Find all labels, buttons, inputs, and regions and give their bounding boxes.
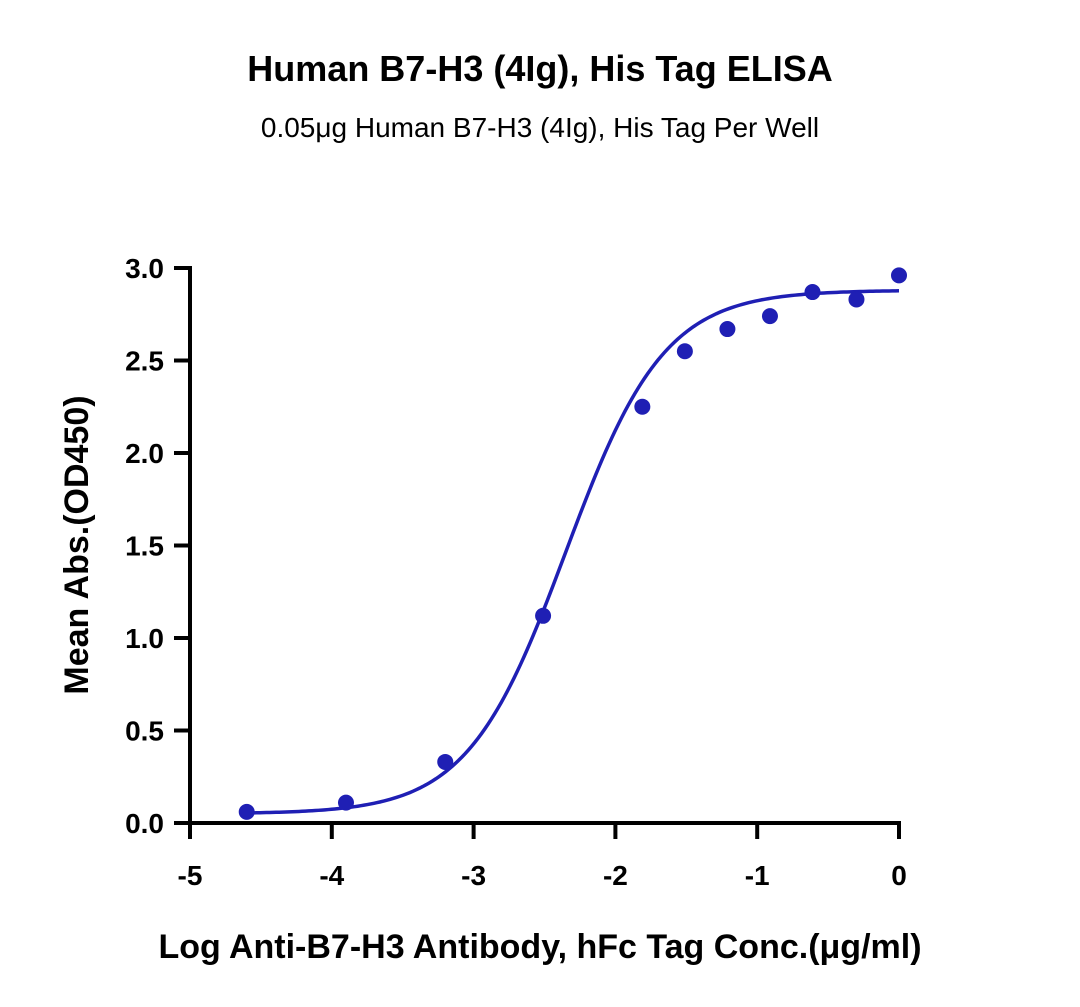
data-point (676, 343, 693, 360)
data-point (437, 753, 454, 770)
x-tick-label: -2 (603, 860, 628, 891)
x-tick-label: -1 (745, 860, 770, 891)
y-tick-label: 2.0 (125, 438, 164, 469)
data-point (535, 607, 552, 624)
y-tick-label: 1.5 (125, 531, 164, 562)
y-tick-label: 0.5 (125, 716, 164, 747)
x-tick-label: -5 (178, 860, 203, 891)
data-point (719, 321, 736, 338)
y-tick-label: 1.0 (125, 623, 164, 654)
data-point (891, 267, 907, 284)
data-points-layer (238, 267, 907, 820)
fit-curve-layer (246, 289, 900, 815)
data-point (238, 803, 255, 820)
fit-curve (246, 289, 900, 815)
data-point (634, 398, 651, 415)
y-tick-label: 3.0 (125, 253, 164, 284)
chart-title: Human B7-H3 (4Ig), His Tag ELISA (247, 48, 833, 89)
axes: 0.0 0.5 1.0 1.5 2.0 2.5 3.0 -5 -4 -3 -2 -1 0 (125, 253, 907, 891)
y-tick-label: 0.0 (125, 808, 164, 839)
data-point (804, 284, 821, 301)
data-point (761, 308, 778, 325)
x-tick-label: 0 (891, 860, 907, 891)
y-tick-label: 2.5 (125, 346, 164, 377)
x-tick-label: -4 (319, 860, 344, 891)
x-axis-label: Log Anti-B7-H3 Antibody, hFc Tag Conc.(μ… (158, 928, 921, 966)
chart-subtitle: 0.05μg Human B7-H3 (4Ig), His Tag Per We… (260, 112, 820, 143)
x-tick-label: -3 (461, 860, 486, 891)
data-point (848, 291, 865, 308)
y-axis-label: Mean Abs.(OD450) (58, 395, 96, 694)
data-point (337, 794, 354, 811)
